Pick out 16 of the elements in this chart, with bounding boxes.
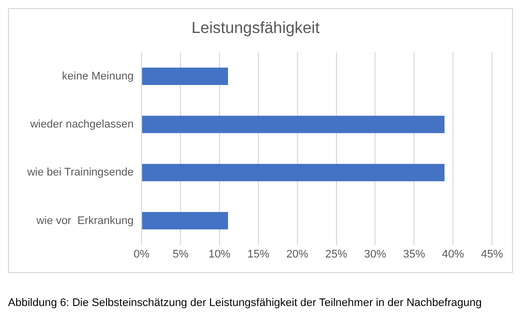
x-tick-label: 40%: [442, 248, 464, 260]
x-tick-label: 10%: [208, 248, 231, 260]
x-tick-label: 45%: [480, 248, 504, 260]
text: Abbildung 6: Die Selbsteinschätzung der Leistungsfähigkeit der Teilnehmer in der Nachbefragung: [8, 297, 483, 309]
x-tick-label: 35%: [403, 248, 426, 260]
x-tick-label: 0%: [134, 248, 150, 260]
y-tick-label: wie bei Trainingsende: [26, 166, 134, 179]
x-tick-label: 5%: [172, 248, 189, 260]
x-tick-label: 25%: [325, 248, 348, 260]
y-tick-label: wieder nachgelassen: [29, 118, 134, 130]
y-tick-label: wie vor Erkrankung: [35, 214, 134, 227]
y-tick-label: keine Meinung: [62, 70, 134, 82]
x-tick-label: 20%: [286, 248, 309, 260]
x-tick-label: 30%: [364, 248, 386, 260]
x-tick-label: 15%: [247, 248, 270, 260]
chart-title: Leistungsfähigkeit: [191, 20, 320, 38]
